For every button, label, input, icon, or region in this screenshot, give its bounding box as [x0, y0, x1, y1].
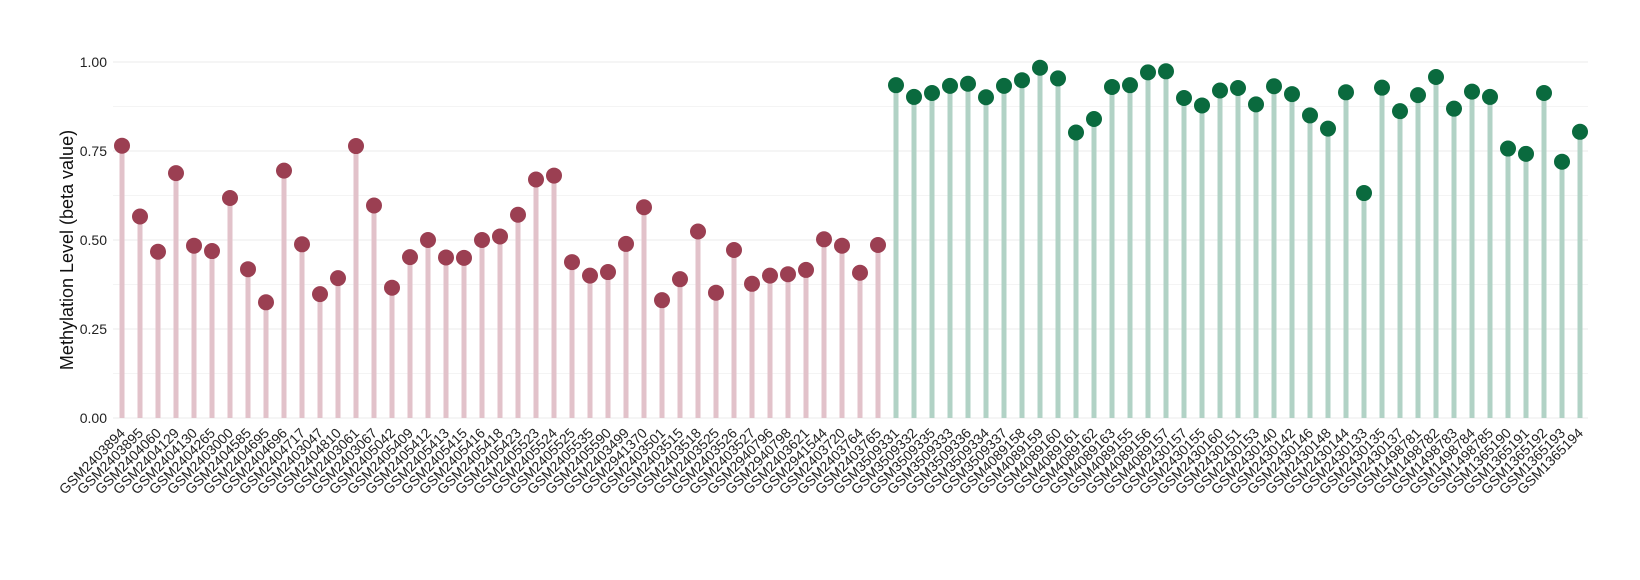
lollipop-point	[168, 165, 184, 182]
lollipop-point	[870, 237, 886, 254]
lollipop-point	[816, 231, 832, 248]
lollipop-point	[204, 243, 220, 260]
lollipop-point	[924, 85, 940, 102]
lollipop-point	[1122, 77, 1138, 94]
lollipop-point	[1176, 89, 1192, 106]
lollipop-point	[582, 267, 598, 284]
lollipop-point	[186, 237, 202, 254]
lollipop-point	[1032, 59, 1048, 76]
lollipop-point	[834, 237, 850, 254]
lollipop-dots	[114, 59, 1588, 311]
lollipop-point	[1410, 87, 1426, 104]
lollipop-point	[546, 167, 562, 184]
lollipop-point	[708, 284, 724, 301]
lollipop-point	[438, 249, 454, 266]
lollipop-point	[1536, 85, 1552, 102]
x-axis-labels: GSM2403894GSM2403895GSM2404060GSM2404129…	[56, 425, 1587, 498]
lollipop-point	[222, 190, 238, 207]
lollipop-point	[1140, 64, 1156, 81]
lollipop-point	[1356, 185, 1372, 202]
lollipop-point	[258, 294, 274, 311]
lollipop-point	[1320, 120, 1336, 137]
lollipop-point	[852, 264, 868, 281]
lollipop-point	[1194, 97, 1210, 114]
lollipop-point	[294, 236, 310, 253]
lollipop-point	[1374, 79, 1390, 96]
lollipop-point	[690, 223, 706, 240]
lollipop-point	[312, 286, 328, 303]
lollipop-point	[1014, 72, 1030, 89]
lollipop-point	[150, 243, 166, 260]
lollipop-point	[1464, 83, 1480, 100]
lollipop-point	[384, 279, 400, 296]
lollipop-point	[1050, 70, 1066, 87]
lollipop-point	[528, 171, 544, 188]
lollipop-point	[672, 271, 688, 288]
lollipop-point	[132, 208, 148, 225]
lollipop-point	[348, 138, 364, 155]
lollipop-point	[654, 292, 670, 309]
lollipop-point	[402, 249, 418, 266]
lollipop-point	[906, 88, 922, 105]
lollipop-point	[798, 261, 814, 278]
lollipop-point	[1266, 78, 1282, 95]
lollipop-point	[330, 270, 346, 287]
lollipop-point	[114, 137, 130, 154]
lollipop-point	[600, 264, 616, 281]
lollipop-point	[1248, 96, 1264, 113]
y-axis: 0.00 0.25 0.50 0.75 1.00	[80, 54, 107, 426]
lollipop-point	[1104, 78, 1120, 95]
lollipop-point	[276, 162, 292, 179]
lollipop-point	[1572, 123, 1588, 140]
lollipop-point	[744, 275, 760, 292]
lollipop-point	[978, 89, 994, 106]
lollipop-point	[1500, 140, 1516, 157]
lollipop-point	[1068, 124, 1084, 141]
lollipop-point	[726, 241, 742, 258]
lollipop-point	[1482, 88, 1498, 105]
lollipop-point	[996, 77, 1012, 94]
lollipop-point	[510, 206, 526, 223]
lollipop-point	[1518, 145, 1534, 162]
lollipop-point	[1554, 153, 1570, 170]
lollipop-point	[456, 249, 472, 266]
y-axis-title: Methylation Level (beta value)	[57, 130, 77, 370]
lollipop-point	[1302, 107, 1318, 124]
lollipop-point	[1446, 100, 1462, 117]
grid-lines	[113, 61, 1588, 419]
lollipop-point	[1284, 86, 1300, 103]
lollipop-point	[1212, 82, 1228, 99]
lollipop-point	[1428, 68, 1444, 85]
lollipop-point	[960, 75, 976, 92]
lollipop-point	[1230, 80, 1246, 97]
lollipop-point	[366, 197, 382, 214]
y-tick-label: 0.25	[80, 321, 107, 337]
lollipop-point	[564, 254, 580, 271]
y-tick-label: 0.75	[80, 143, 107, 159]
lollipop-point	[474, 232, 490, 249]
lollipop-point	[1158, 63, 1174, 80]
lollipop-point	[636, 199, 652, 216]
lollipop-point	[780, 266, 796, 283]
lollipop-point	[1338, 84, 1354, 101]
lollipop-point	[1392, 103, 1408, 120]
lollipop-point	[888, 77, 904, 94]
y-tick-label: 0.00	[80, 410, 107, 426]
lollipop-point	[240, 261, 256, 278]
y-tick-label: 1.00	[80, 54, 107, 70]
lollipop-point	[492, 228, 508, 245]
lollipop-point	[1086, 110, 1102, 127]
y-tick-label: 0.50	[80, 232, 107, 248]
lollipop-stems	[119, 67, 1583, 418]
lollipop-point	[942, 77, 958, 94]
lollipop-point	[420, 232, 436, 249]
lollipop-point	[618, 235, 634, 252]
lollipop-point	[762, 267, 778, 284]
